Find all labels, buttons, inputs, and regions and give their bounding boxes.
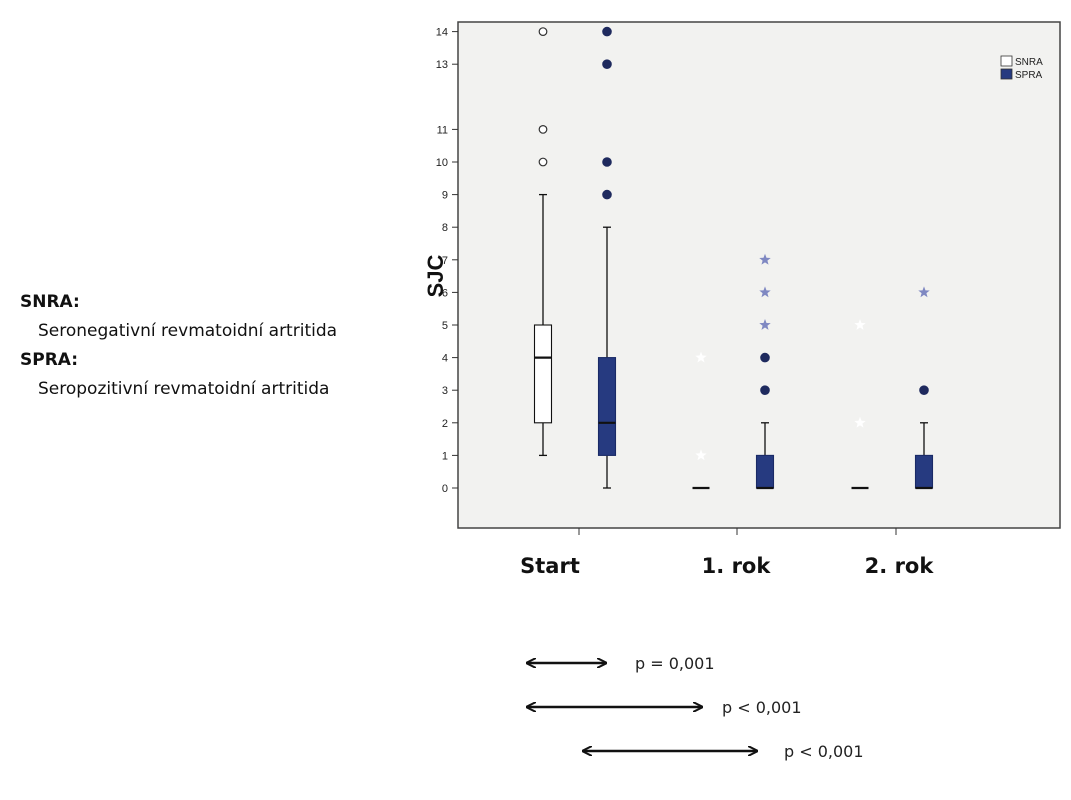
y-axis-label: SJC — [423, 254, 448, 297]
box-snra-2 — [851, 319, 869, 490]
extreme-point — [759, 253, 771, 265]
outlier-point — [538, 124, 548, 134]
x-category-label: Start — [520, 554, 580, 578]
extreme-point — [854, 319, 866, 330]
legend-label-snra: SNRA — [1015, 57, 1043, 68]
definition-term-snra: SNRA: — [20, 292, 80, 312]
y-tick-label: 1 — [442, 450, 448, 462]
outlier-point — [538, 27, 548, 37]
boxes-layer — [533, 26, 934, 490]
comparisons-layer: p = 0,001 p < 0,001 p < 0,001 — [527, 654, 864, 761]
extreme-point — [918, 286, 930, 298]
outlier-point — [760, 352, 770, 363]
outlier-point — [538, 157, 548, 167]
comparison-p-value: p < 0,001 — [784, 742, 864, 761]
plot-area — [457, 21, 1061, 529]
y-tick-label: 8 — [442, 222, 448, 234]
x-category-label: 1. rok — [702, 554, 772, 578]
box-snra-0 — [533, 27, 553, 457]
definition-desc-spra: Seropozitivní revmatoidní artritida — [38, 379, 330, 399]
extreme-point — [759, 286, 771, 298]
outlier-point — [602, 157, 612, 167]
y-tick-label: 3 — [442, 385, 448, 397]
extreme-point — [854, 416, 866, 428]
y-tick-label: 14 — [436, 27, 448, 39]
box-spra-2 — [914, 286, 934, 490]
y-tick-label: 0 — [442, 483, 448, 495]
outlier-point — [760, 385, 770, 395]
definitions-panel: SNRA: Seronegativní revmatoidní artritid… — [20, 288, 337, 404]
x-axis: Start 1. rok 2. rok — [520, 528, 934, 578]
extreme-point — [759, 319, 771, 330]
x-category-label: 2. rok — [865, 554, 935, 578]
box-iqr — [914, 454, 934, 489]
definition-desc-snra: Seronegativní revmatoidní artritida — [38, 321, 338, 341]
box-iqr — [597, 357, 617, 456]
y-tick-label: 6 — [442, 287, 448, 299]
extreme-point — [695, 449, 707, 461]
y-tick-label: 9 — [442, 190, 448, 202]
y-tick-label: 4 — [442, 353, 448, 365]
outlier-point — [602, 189, 612, 200]
definition-term-spra: SPRA: — [20, 350, 79, 370]
box-iqr — [755, 454, 775, 489]
box-spra-1 — [755, 253, 775, 490]
y-tick-label: 11 — [437, 124, 448, 136]
outlier-point — [602, 59, 612, 69]
y-tick-label: 13 — [436, 59, 448, 71]
legend-swatch-snra — [1000, 55, 1013, 67]
y-tick-label: 5 — [442, 320, 448, 332]
legend-swatch-spra — [1000, 68, 1013, 80]
y-tick-label: 10 — [436, 157, 448, 169]
outlier-point — [602, 26, 612, 37]
chart-legend: SNRA SPRA — [1000, 55, 1043, 81]
outlier-point — [919, 385, 929, 395]
comparison-p-value: p < 0,001 — [722, 698, 802, 717]
legend-label-spra: SPRA — [1015, 70, 1043, 81]
y-axis: 0 1 2 3 4 5 6 7 8 9 10 11 13 14 — [436, 27, 458, 495]
extreme-point — [695, 351, 707, 363]
box-snra-1 — [692, 351, 710, 490]
y-tick-label: 7 — [442, 255, 448, 267]
y-tick-label: 2 — [442, 418, 448, 430]
box-iqr — [533, 324, 553, 424]
comparison-p-value: p = 0,001 — [635, 654, 715, 673]
box-spra-0 — [597, 26, 617, 489]
